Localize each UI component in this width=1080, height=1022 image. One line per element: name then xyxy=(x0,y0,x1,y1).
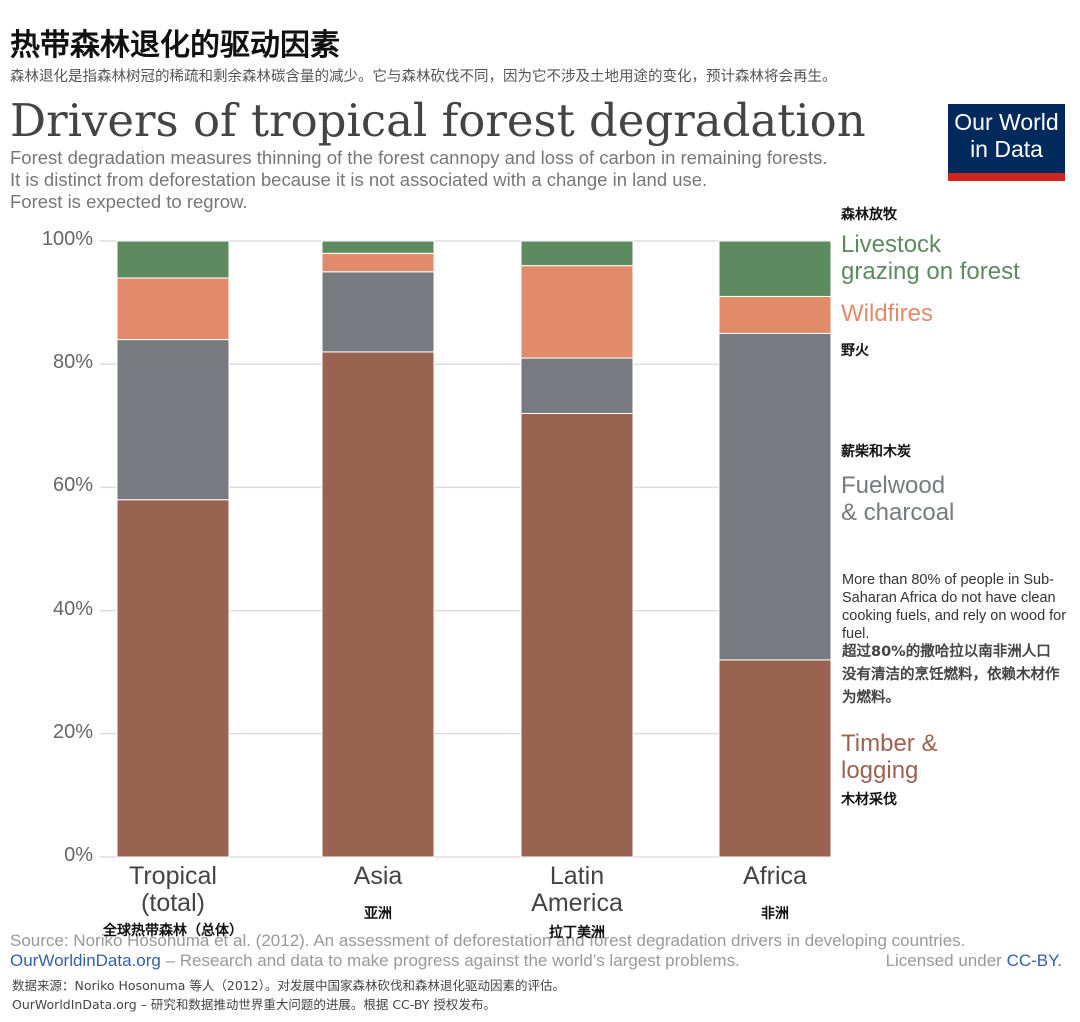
header-subtitle: 森林退化是指森林树冠的稀疏和剩余森林碳含量的减少。它与森林砍伐不同，因为它不涉及… xyxy=(10,69,837,85)
y-tick-label: 100% xyxy=(41,228,93,250)
subtitle-line: Forest degradation measures thinning of … xyxy=(10,147,828,168)
legend-label: Timber & logging xyxy=(841,730,938,784)
bar-segment xyxy=(520,412,634,858)
bar-segment xyxy=(116,339,230,501)
x-tick-label-zh: 全球热带森林（总体） xyxy=(103,923,243,939)
legend-label-zh: 薪柴和木炭 xyxy=(841,444,911,460)
bar-segment xyxy=(116,499,230,858)
site-link[interactable]: OurWorldinData.org xyxy=(10,951,161,970)
tagline: – Research and data to make progress aga… xyxy=(165,951,740,970)
bar-segment xyxy=(321,271,435,353)
header-title: 热带森林退化的驱动因素 xyxy=(10,28,340,63)
bar-segment xyxy=(321,252,435,273)
subtitle-line: It is distinct from deforestation becaus… xyxy=(10,169,708,190)
bar-segment xyxy=(116,277,230,341)
x-tick-label-zh: 拉丁美洲 xyxy=(549,925,605,941)
bar-segment xyxy=(718,295,832,334)
y-tick-label: 0% xyxy=(64,844,93,866)
y-tick-label: 80% xyxy=(52,351,93,374)
chart-title: Drivers of tropical forest degradation xyxy=(10,94,866,147)
logo: Our World in Data xyxy=(948,104,1065,181)
annotation-zh: 超过80%的撒哈拉以南非洲人口没有清洁的烹饪燃料，依赖木材作为燃料。 xyxy=(842,644,1060,706)
bar-segment xyxy=(520,357,634,414)
legend-label-zh: 森林放牧 xyxy=(841,207,897,223)
legend-label: Fuelwood & charcoal xyxy=(841,472,955,526)
bar-segment xyxy=(520,265,634,359)
chart-subtitle: Forest degradation measures thinning of … xyxy=(10,147,828,213)
license-text: Licensed under xyxy=(885,951,1002,970)
x-tick-label: Latin America xyxy=(531,862,623,917)
x-tick-label: Africa xyxy=(743,862,807,890)
bar-segment xyxy=(321,351,435,858)
bar-segment xyxy=(520,240,634,267)
x-tick-label-zh: 非洲 xyxy=(761,906,789,922)
license: Licensed under CC-BY. xyxy=(886,951,1062,971)
x-tick-label: Asia xyxy=(353,862,403,890)
y-tick-label: 60% xyxy=(52,474,93,497)
license-link[interactable]: CC-BY. xyxy=(1006,951,1062,970)
bar-segment xyxy=(718,659,832,858)
footer-zh: 数据来源：Noriko Hosonuma 等人（2012）。对发展中国家森林砍伐… xyxy=(12,978,565,993)
legend-label: Livestock grazing on forest xyxy=(841,231,1020,285)
footer-zh: OurWorldInData.org – 研究和数据推动世界重大问题的进展。根据… xyxy=(12,997,496,1012)
source: Source: Noriko Hosonuma et al. (2012). A… xyxy=(10,931,966,950)
bar-segment xyxy=(718,332,832,661)
bar-segment xyxy=(321,240,435,254)
y-tick-label: 40% xyxy=(52,597,93,620)
footer-line: OurWorldinData.org – Research and data t… xyxy=(10,951,740,971)
bar-segment xyxy=(718,240,832,297)
annotation: More than 80% of people in Sub-Saharan A… xyxy=(842,572,1067,642)
legend-label-zh: 野火 xyxy=(841,343,869,359)
y-tick-label: 20% xyxy=(52,720,93,743)
x-tick-label-zh: 亚洲 xyxy=(364,906,392,922)
legend-label: Wildfires xyxy=(841,300,934,327)
x-tick-label: Tropical (total) xyxy=(129,862,217,917)
bar-segment xyxy=(116,240,230,279)
legend-label-zh: 木材采伐 xyxy=(841,792,897,808)
subtitle-line: Forest is expected to regrow. xyxy=(10,191,248,212)
